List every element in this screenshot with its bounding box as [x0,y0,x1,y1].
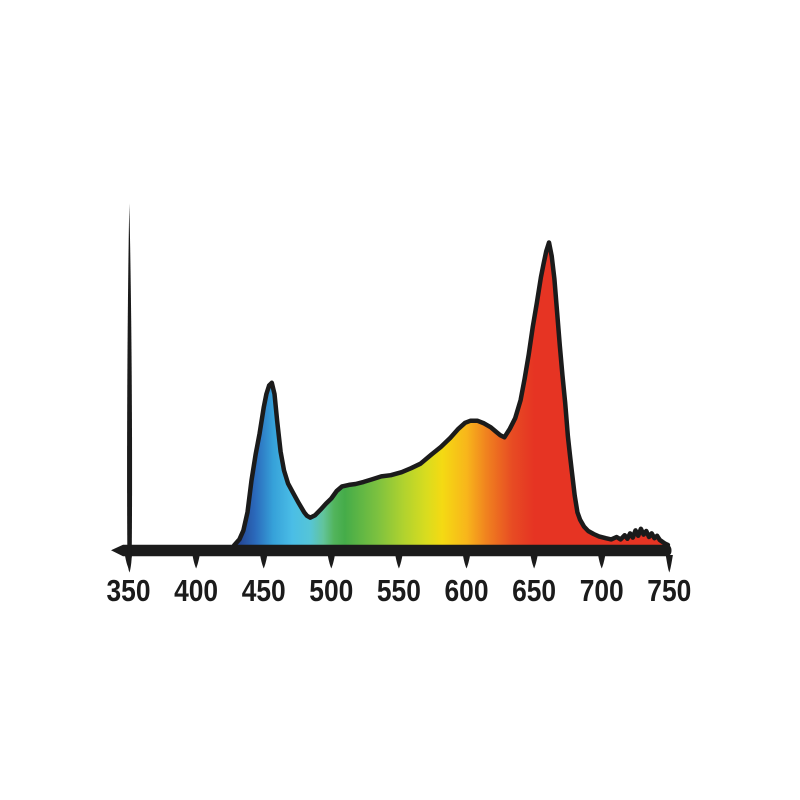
x-tick-550 [395,555,403,569]
spectrum-outline [231,240,671,548]
x-tick-label-650: 650 [512,574,556,608]
x-tick-label-550: 550 [377,574,421,608]
y-axis-line [127,203,133,573]
x-tick-label-750: 750 [647,574,691,608]
x-tick-750 [665,555,673,573]
x-tick-label-500: 500 [309,574,353,608]
x-tick-label-600: 600 [445,574,489,608]
x-tick-450 [260,555,268,569]
x-tick-650 [530,555,538,569]
x-axis-line [111,544,672,557]
x-tick-700 [598,555,606,569]
spectrum-fill [234,242,668,551]
x-tick-label-400: 400 [174,574,218,608]
x-tick-label-450: 450 [242,574,286,608]
x-tick-350 [124,555,133,569]
x-tick-400 [192,555,200,569]
x-tick-500 [327,555,335,569]
x-tick-label-350: 350 [107,574,151,608]
x-tick-label-700: 700 [580,574,624,608]
x-tick-600 [462,555,471,569]
